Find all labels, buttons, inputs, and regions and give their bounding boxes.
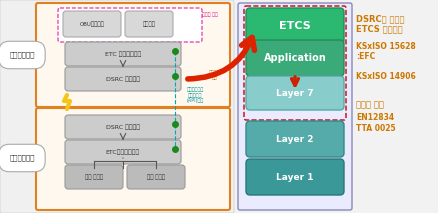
Text: OBU카드정돴: OBU카드정돴 — [79, 21, 104, 27]
Text: DSRC 통신모듈: DSRC 통신모듈 — [106, 124, 140, 130]
FancyBboxPatch shape — [36, 3, 230, 107]
FancyBboxPatch shape — [245, 121, 343, 157]
FancyBboxPatch shape — [0, 0, 233, 213]
FancyArrowPatch shape — [187, 37, 254, 79]
Text: 기타 테이블: 기타 테이블 — [147, 174, 165, 180]
FancyBboxPatch shape — [65, 67, 180, 91]
Text: Layer 7: Layer 7 — [276, 88, 313, 98]
Text: :EFC: :EFC — [355, 52, 374, 61]
Text: ETCS: ETCS — [279, 21, 310, 31]
FancyBboxPatch shape — [65, 165, 123, 189]
FancyBboxPatch shape — [65, 42, 180, 66]
FancyBboxPatch shape — [127, 165, 184, 189]
FancyBboxPatch shape — [65, 115, 180, 139]
FancyBboxPatch shape — [245, 159, 343, 195]
FancyBboxPatch shape — [65, 140, 180, 164]
Text: 메시지 형식: 메시지 형식 — [201, 12, 217, 17]
Text: Application: Application — [263, 53, 325, 63]
Text: DSRC 통신모듈: DSRC 통신모듈 — [106, 76, 140, 82]
Text: DSRC를 이용한: DSRC를 이용한 — [355, 14, 403, 23]
FancyBboxPatch shape — [245, 40, 343, 76]
Text: 운임 테이블: 운임 테이블 — [85, 174, 103, 180]
Text: TTA 0025: TTA 0025 — [355, 124, 395, 133]
FancyBboxPatch shape — [36, 108, 230, 210]
Text: EN12834: EN12834 — [355, 113, 393, 122]
FancyBboxPatch shape — [63, 11, 121, 37]
FancyBboxPatch shape — [58, 8, 201, 42]
Text: Layer 2: Layer 2 — [276, 134, 313, 144]
Text: 애플리케이션
인터페이스
(API)형식: 애플리케이션 인터페이스 (API)형식 — [186, 87, 203, 103]
Text: ETC응용프로그램: ETC응용프로그램 — [106, 149, 140, 155]
Text: 노변통신장치: 노변통신장치 — [9, 155, 35, 161]
Text: KSxISO 15628: KSxISO 15628 — [355, 42, 415, 51]
Text: 국기별 정의: 국기별 정의 — [355, 100, 383, 109]
Text: Layer 1: Layer 1 — [276, 173, 313, 181]
Text: ETC 응용프로그램: ETC 응용프로그램 — [105, 51, 141, 57]
Text: ETCS 기술기준: ETCS 기술기준 — [355, 24, 402, 33]
Text: 차량단말장치: 차량단말장치 — [9, 52, 35, 58]
FancyBboxPatch shape — [245, 76, 343, 110]
Text: 카드정돴: 카드정돴 — [142, 21, 155, 27]
FancyBboxPatch shape — [237, 3, 351, 210]
FancyBboxPatch shape — [125, 11, 173, 37]
Text: KSxISO 14906: KSxISO 14906 — [355, 72, 415, 81]
Text: 요금처리
절자: 요금처리 절자 — [209, 70, 220, 80]
FancyBboxPatch shape — [245, 8, 343, 44]
